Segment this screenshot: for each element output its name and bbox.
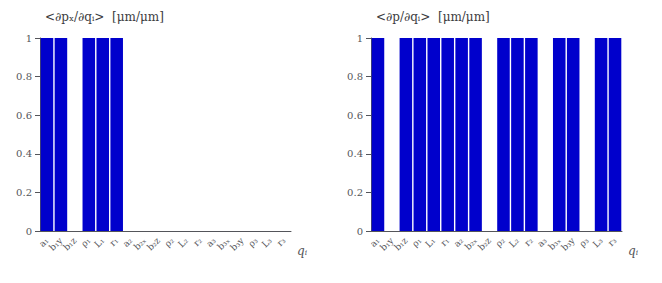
svg-text:r₂: r₂	[522, 235, 535, 248]
svg-text:b₃y: b₃y	[559, 235, 577, 253]
svg-text:b₂z: b₂z	[145, 235, 162, 252]
svg-text:0: 0	[26, 226, 32, 237]
svg-text:1: 1	[357, 33, 363, 44]
svg-text:ρ₃: ρ₃	[577, 235, 591, 249]
svg-text:a₁: a₁	[37, 235, 51, 249]
svg-text:r₃: r₃	[606, 235, 619, 248]
svg-text:r₁: r₁	[439, 235, 452, 248]
svg-text:0: 0	[357, 226, 363, 237]
svg-text:<∂p/∂qᵢ> [μm/μm]: <∂p/∂qᵢ> [μm/μm]	[376, 10, 490, 24]
svg-text:r₃: r₃	[275, 235, 288, 248]
svg-text:b₁y: b₁y	[47, 235, 65, 253]
svg-text:0.6: 0.6	[347, 110, 363, 121]
svg-text:a₃: a₃	[204, 235, 218, 249]
svg-text:1: 1	[26, 33, 32, 44]
svg-text:L₂: L₂	[176, 235, 190, 249]
svg-text:b₂ₓ: b₂ₓ	[131, 235, 149, 252]
svg-text:0.2: 0.2	[347, 187, 363, 198]
svg-text:qᵢ: qᵢ	[297, 244, 308, 258]
svg-text:0.8: 0.8	[16, 71, 32, 82]
svg-text:ρ₃: ρ₃	[246, 235, 260, 249]
svg-text:b₁y: b₁y	[378, 235, 396, 253]
svg-text:0.6: 0.6	[16, 110, 32, 121]
svg-text:L₁: L₁	[423, 235, 437, 249]
svg-text:qᵢ: qᵢ	[628, 244, 639, 258]
svg-text:r₁: r₁	[108, 235, 121, 248]
svg-text:0.4: 0.4	[347, 148, 363, 159]
svg-text:ρ₂: ρ₂	[163, 235, 177, 249]
svg-text:ρ₁: ρ₁	[79, 235, 92, 248]
svg-text:0.4: 0.4	[16, 148, 32, 159]
svg-text:a₃: a₃	[535, 235, 549, 249]
svg-text:b₃ₓ: b₃ₓ	[215, 235, 232, 252]
svg-text:b₂z: b₂z	[476, 235, 493, 252]
svg-text:a₂: a₂	[451, 235, 466, 249]
svg-text:L₃: L₃	[591, 235, 605, 249]
svg-text:0.8: 0.8	[347, 71, 363, 82]
svg-text:L₁: L₁	[92, 235, 106, 249]
svg-text:a₁: a₁	[368, 235, 382, 249]
svg-text:ρ₂: ρ₂	[494, 235, 508, 249]
svg-text:ρ₁: ρ₁	[410, 235, 423, 248]
svg-text:b₁z: b₁z	[61, 235, 78, 252]
svg-text:L₃: L₃	[260, 235, 274, 249]
svg-text:<∂pₓ/∂qᵢ> [μm/μm]: <∂pₓ/∂qᵢ> [μm/μm]	[45, 10, 164, 24]
svg-text:b₃ₓ: b₃ₓ	[546, 235, 563, 252]
svg-text:b₃y: b₃y	[228, 235, 246, 253]
svg-text:b₂ₓ: b₂ₓ	[462, 235, 480, 252]
svg-text:r₂: r₂	[191, 235, 204, 248]
svg-text:b₁z: b₁z	[392, 235, 409, 252]
svg-text:L₂: L₂	[507, 235, 521, 249]
svg-text:a₂: a₂	[120, 235, 135, 249]
svg-text:0.2: 0.2	[16, 187, 32, 198]
